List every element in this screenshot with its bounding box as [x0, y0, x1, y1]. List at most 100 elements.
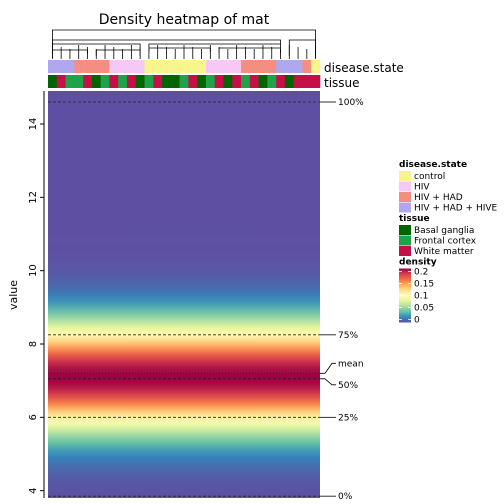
annotation-cell-tissue: [170, 75, 180, 88]
legend-label: HIV + HAD + HIVE: [414, 204, 498, 214]
legend-label: White matter: [414, 247, 474, 257]
annotation-cell-disease-state: [258, 60, 268, 73]
annotation-cell-disease-state: [214, 60, 224, 73]
annotation-cell-tissue: [118, 75, 128, 88]
legend-title: density: [399, 258, 437, 268]
annotation-cell-disease-state: [267, 60, 277, 73]
annotation-cell-disease-state: [197, 60, 207, 73]
annotation-cell-tissue: [153, 75, 163, 88]
y-tick-label: 10: [28, 264, 39, 277]
dendrogram-branch: [288, 39, 317, 56]
annotation-cell-tissue: [197, 75, 207, 88]
annotation-cell-tissue: [74, 75, 84, 88]
colorbar-tick-label: 0.05: [414, 304, 434, 314]
annotation-cell-disease-state: [284, 60, 294, 73]
column-dendrogram: [51, 29, 317, 59]
y-axis-ticks: 4 6 8 10 12 14: [28, 118, 44, 494]
annotation-cell-tissue: [258, 75, 268, 88]
annotation-cell-disease-state: [91, 60, 101, 73]
annotation-cell-tissue: [100, 75, 110, 88]
quantile-label: 25%: [338, 413, 358, 423]
legend-swatch: [399, 181, 411, 192]
annotation-cell-disease-state: [311, 60, 321, 73]
legend-title: tissue: [399, 214, 430, 224]
annotation-cell-tissue: [249, 75, 259, 88]
annotation-cell-disease-state: [302, 60, 312, 73]
legend-label: Frontal cortex: [414, 237, 477, 247]
annotation-cell-tissue: [293, 75, 303, 88]
annotation-cell-tissue: [302, 75, 312, 88]
y-tick-label: 14: [28, 118, 39, 131]
quantile-label: 75%: [338, 331, 358, 341]
colorbar-tick-label: 0.15: [414, 280, 434, 290]
annotation-cell-tissue: [91, 75, 101, 88]
legend-title: disease.state: [399, 160, 467, 170]
chart-title: Density heatmap of mat: [99, 12, 270, 28]
annotation-cell-tissue: [214, 75, 224, 88]
y-tick-label: 4: [28, 487, 39, 493]
quantile-label: 100%: [338, 98, 364, 108]
annotation-cell-disease-state: [170, 60, 180, 73]
quantile-lines: 100% 75% mean 50% 25% 0%: [48, 98, 364, 502]
annotation-cell-disease-state: [249, 60, 259, 73]
legend-swatch: [399, 202, 411, 213]
column-annotations: [48, 60, 321, 88]
annotation-cell-disease-state: [48, 60, 58, 73]
annotation-cell-disease-state: [144, 60, 154, 73]
annotation-cell-disease-state: [56, 60, 66, 73]
legend-label: control: [414, 172, 445, 182]
annotation-cell-disease-state: [179, 60, 189, 73]
annotation-cell-tissue: [205, 75, 216, 88]
annotation-cell-disease-state: [223, 60, 233, 73]
annotation-cell-tissue: [311, 75, 321, 88]
legend-swatch: [399, 235, 411, 246]
annotation-cell-disease-state: [153, 60, 163, 73]
annotation-cell-disease-state: [276, 60, 286, 73]
annotation-cell-disease-state: [241, 60, 251, 73]
annotation-cell-disease-state: [205, 60, 216, 73]
density-colorbar: [399, 268, 411, 323]
annotation-cell-tissue: [276, 75, 286, 88]
annotation-cell-tissue: [223, 75, 233, 88]
legend-swatch: [399, 225, 411, 235]
annotation-cell-disease-state: [65, 60, 75, 73]
annotation-label-tissue: tissue: [324, 76, 360, 90]
dendrogram-branch: [95, 49, 141, 56]
annotation-label-disease-state: disease.state: [324, 61, 404, 75]
annotation-cell-disease-state: [135, 60, 145, 73]
quantile-label: mean: [338, 359, 364, 369]
annotation-cell-disease-state: [162, 60, 172, 73]
legend-label: HIV: [414, 183, 430, 193]
quantile-label: 0%: [338, 492, 353, 502]
legend-swatch: [399, 192, 411, 202]
colorbar-tick-label: 0: [414, 316, 420, 326]
colorbar-tick-label: 0.2: [414, 268, 428, 278]
dendrogram-branch: [218, 47, 281, 53]
annotation-cell-disease-state: [118, 60, 128, 73]
annotation-cell-tissue: [135, 75, 145, 88]
annotation-cell-disease-state: [126, 60, 137, 73]
quantile-label: 50%: [338, 381, 358, 391]
annotation-cell-disease-state: [100, 60, 110, 73]
legend-label: HIV + HAD: [414, 193, 463, 203]
y-tick-label: 12: [28, 191, 39, 204]
colorbar-tick-label: 0.1: [414, 292, 428, 302]
annotation-cell-disease-state: [293, 60, 303, 73]
y-tick-label: 8: [28, 341, 39, 347]
y-axis-title: value: [7, 280, 20, 310]
annotation-cell-tissue: [179, 75, 189, 88]
legend-swatch: [399, 171, 411, 181]
dendrogram-branch: [51, 39, 281, 44]
annotation-cell-tissue: [284, 75, 294, 88]
annotation-cell-tissue: [48, 75, 58, 88]
annotation-cell-tissue: [65, 75, 75, 88]
y-tick-label: 6: [28, 414, 39, 420]
quantile-connector: [320, 362, 336, 374]
heatmap-body: [48, 91, 320, 498]
annotation-cell-disease-state: [232, 60, 242, 73]
annotation-cell-tissue: [83, 75, 93, 88]
annotation-cell-disease-state: [74, 60, 84, 73]
legend-swatch: [399, 246, 411, 256]
